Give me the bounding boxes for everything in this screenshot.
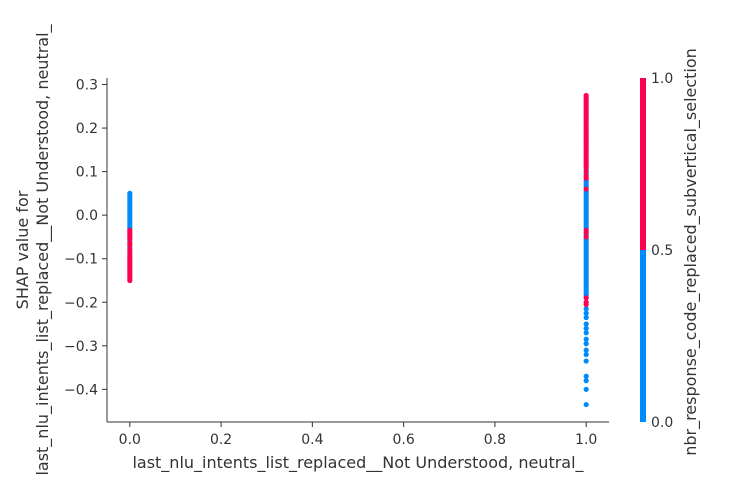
data-point xyxy=(583,306,589,312)
data-point xyxy=(127,243,133,249)
y-tick-label: −0.4 xyxy=(64,382,98,398)
data-point xyxy=(583,229,589,236)
data-point xyxy=(583,378,589,384)
data-point xyxy=(583,347,589,353)
data-point xyxy=(583,234,589,240)
data-point xyxy=(583,169,589,175)
x-tick-label: 0.6 xyxy=(393,432,415,448)
data-point xyxy=(583,386,589,392)
colorbar-tick-mid: 0.5 xyxy=(651,243,673,259)
y-axis-label-line2: last_nlu_intents_list_replaced__Not Unde… xyxy=(33,23,53,475)
colorbar-tick-low: 0.0 xyxy=(651,415,673,431)
y-tick-label: −0.2 xyxy=(64,295,98,311)
x-axis-label: last_nlu_intents_list_replaced__Not Unde… xyxy=(132,453,584,473)
data-point xyxy=(583,341,589,347)
y-axis-ticks: 0.3 0.2 0.1 0.0 −0.1 −0.2 −0.3 −0.4 xyxy=(64,78,107,398)
x-tick-label: 0.2 xyxy=(210,432,232,448)
data-point xyxy=(583,301,589,308)
y-tick-label: 0.1 xyxy=(76,165,98,181)
y-tick-label: 0.0 xyxy=(76,208,98,224)
data-point xyxy=(583,321,589,327)
x-axis-ticks: 0.0 0.2 0.4 0.6 0.8 1.0 xyxy=(119,422,597,448)
colorbar-tick-high: 1.0 xyxy=(651,71,673,87)
data-point xyxy=(583,330,589,336)
y-axis-label-line1: SHAP value for xyxy=(13,190,32,309)
colorbar xyxy=(640,78,646,422)
x-tick-label: 0.0 xyxy=(119,432,141,448)
data-point xyxy=(127,236,133,242)
x-tick-label: 1.0 xyxy=(575,432,597,448)
data-point xyxy=(583,351,589,358)
data-point xyxy=(583,373,589,379)
data-point xyxy=(583,358,589,364)
data-points xyxy=(127,92,589,408)
y-tick-label: 0.2 xyxy=(76,121,98,137)
y-tick-label: −0.1 xyxy=(64,252,98,268)
data-point xyxy=(127,277,133,284)
data-point xyxy=(583,310,589,316)
x-tick-label: 0.8 xyxy=(484,432,506,448)
y-tick-label: −0.3 xyxy=(64,339,98,355)
data-point xyxy=(583,295,589,301)
data-point xyxy=(583,186,589,192)
data-point xyxy=(583,175,589,181)
data-point xyxy=(583,325,589,331)
x-tick-label: 0.4 xyxy=(301,432,323,448)
data-point xyxy=(583,336,589,342)
data-point xyxy=(583,314,589,321)
data-point xyxy=(583,164,589,170)
y-tick-label: 0.3 xyxy=(76,78,98,94)
colorbar-label: nbr_response_code_replaced_subvertical_s… xyxy=(681,48,701,456)
data-point xyxy=(583,401,589,408)
